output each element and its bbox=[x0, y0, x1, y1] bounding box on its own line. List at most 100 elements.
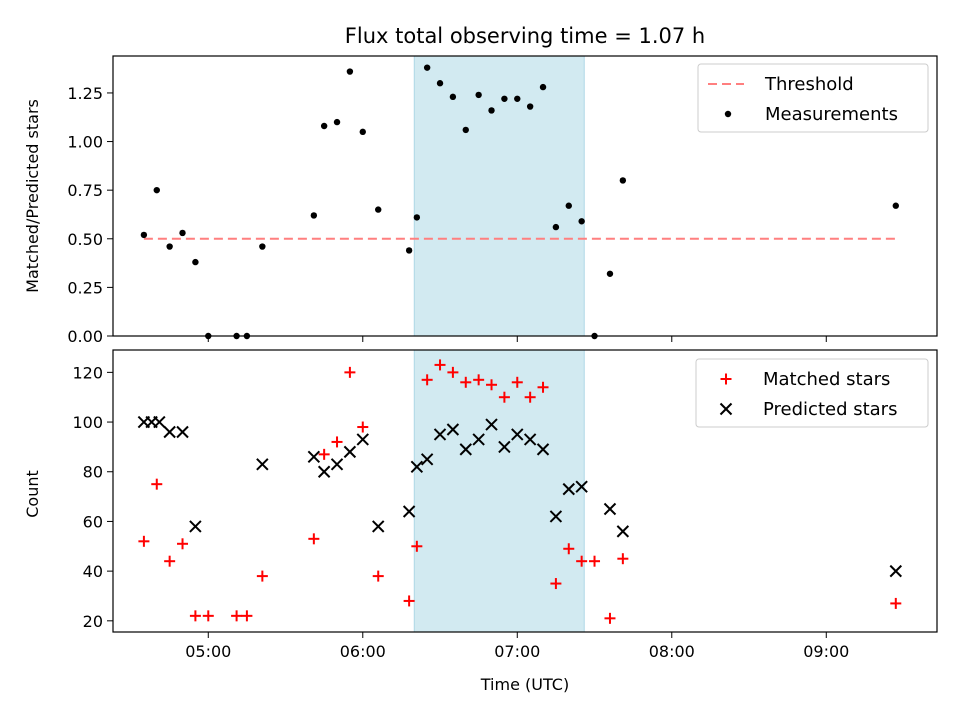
legend-matched-label: Matched stars bbox=[763, 369, 890, 390]
predicted-star-point bbox=[616, 525, 630, 538]
predicted-star-point bbox=[549, 510, 563, 523]
matched-star-point bbox=[372, 570, 384, 582]
predicted-star-point-b bbox=[433, 428, 447, 441]
x-axis-label: Time (UTC) bbox=[480, 675, 569, 694]
predicted-star-point-b bbox=[485, 418, 498, 431]
measurement-point bbox=[423, 64, 431, 71]
measurement-point bbox=[192, 258, 199, 266]
legend-predicted-swatch-b bbox=[719, 402, 733, 416]
matched-star-point bbox=[231, 610, 243, 622]
predicted-star-point bbox=[575, 480, 588, 493]
predicted-star-point bbox=[536, 443, 550, 456]
predicted-star-point bbox=[498, 440, 511, 454]
bottom-frame bbox=[112, 349, 938, 633]
predicted-star-point bbox=[153, 415, 166, 429]
measurement-point bbox=[140, 231, 148, 239]
matched-star-point bbox=[460, 376, 472, 388]
matched-star-point bbox=[447, 366, 459, 378]
bottom-y-tick-label: 20 bbox=[83, 612, 103, 631]
predicted-star-point bbox=[372, 520, 385, 533]
matched-star-point bbox=[331, 436, 343, 448]
measurement-point bbox=[375, 206, 382, 213]
predicted-star-point bbox=[317, 465, 331, 478]
predicted-star-point-b bbox=[511, 428, 524, 441]
matched-star-point bbox=[202, 610, 214, 622]
predicted-star-point-b bbox=[176, 425, 189, 439]
matched-star-point bbox=[576, 555, 588, 567]
predicted-star-point bbox=[402, 505, 416, 518]
bottom-y-tick-label: 80 bbox=[83, 463, 103, 482]
bottom-y-tick-label: 120 bbox=[72, 363, 103, 382]
predicted-star-point-b bbox=[472, 433, 485, 446]
predicted-star-point bbox=[523, 433, 537, 446]
measurement-point bbox=[488, 107, 495, 114]
bottom-observing-window bbox=[413, 349, 585, 633]
measurement-point bbox=[565, 202, 572, 209]
matched-star-point bbox=[524, 391, 536, 403]
measurement-point bbox=[449, 93, 457, 101]
matched-star-point bbox=[498, 391, 510, 403]
matched-star-point bbox=[589, 555, 601, 567]
bottom-x-tick-label: 09:00 bbox=[803, 642, 849, 661]
predicted-star-point-b bbox=[256, 458, 269, 471]
matched-star-point bbox=[563, 543, 575, 555]
predicted-star-point bbox=[446, 423, 460, 436]
predicted-star-point bbox=[176, 425, 189, 439]
predicted-star-point-b bbox=[459, 443, 472, 456]
bottom-x-tick-label: 07:00 bbox=[494, 642, 540, 661]
matched-star-point bbox=[550, 578, 562, 590]
matched-star-point bbox=[604, 612, 616, 624]
top-legend: Threshold Measurements bbox=[697, 63, 929, 133]
predicted-star-point-b bbox=[189, 520, 202, 533]
measurement-point bbox=[606, 270, 614, 277]
matched-star-point bbox=[434, 359, 446, 371]
measurement-point bbox=[153, 186, 160, 194]
matched-star-point bbox=[617, 553, 629, 565]
predicted-star-point-b bbox=[330, 458, 344, 471]
predicted-star-point-b bbox=[420, 453, 434, 466]
matched-star-point bbox=[537, 381, 549, 393]
predicted-star-point bbox=[189, 520, 202, 533]
predicted-star-point bbox=[459, 443, 472, 456]
measurement-point bbox=[405, 247, 413, 254]
predicted-star-point bbox=[420, 453, 434, 466]
predicted-star-point bbox=[356, 433, 369, 446]
top-y-tick-label: 0.75 bbox=[67, 181, 103, 200]
matched-star-point bbox=[189, 610, 201, 622]
bottom-y-tick-label: 40 bbox=[83, 562, 103, 581]
predicted-star-point-b bbox=[356, 433, 369, 446]
measurement-point bbox=[619, 177, 627, 184]
measurement-point bbox=[501, 95, 508, 102]
matched-star-point bbox=[177, 538, 189, 550]
matched-star-point bbox=[486, 379, 498, 391]
predicted-star-point bbox=[410, 460, 424, 473]
measurement-point bbox=[166, 243, 173, 250]
predicted-star-point bbox=[562, 482, 575, 496]
matched-star-point bbox=[241, 610, 253, 622]
matched-star-point bbox=[357, 421, 369, 433]
matched-star-point bbox=[421, 374, 433, 386]
bottom-y-axis-label: Count bbox=[23, 470, 42, 518]
measurement-point bbox=[578, 218, 585, 225]
top-frame bbox=[112, 55, 938, 337]
legend-box bbox=[697, 63, 929, 133]
predicted-star-point-b bbox=[343, 445, 357, 459]
predicted-star-point-b bbox=[163, 425, 176, 439]
legend-measurements-label: Measurements bbox=[765, 104, 898, 125]
bottom-y-tick-label: 60 bbox=[83, 512, 103, 531]
measurement-point bbox=[346, 68, 354, 75]
measurement-point bbox=[436, 80, 444, 87]
measurement-point bbox=[259, 243, 266, 250]
matched-star-point bbox=[256, 570, 268, 582]
predicted-star-point-b bbox=[575, 480, 588, 493]
predicted-star-point bbox=[511, 428, 524, 441]
measurement-point bbox=[320, 122, 328, 130]
matched-star-point bbox=[403, 595, 415, 607]
measurement-point bbox=[179, 229, 186, 237]
measurement-point bbox=[552, 223, 560, 231]
measurement-point bbox=[514, 95, 521, 102]
measurement-point bbox=[539, 83, 547, 91]
top-y-tick-label: 1.00 bbox=[67, 133, 103, 152]
chart-title: Flux total observing time = 1.07 h bbox=[345, 24, 705, 48]
legend-threshold-label: Threshold bbox=[764, 74, 854, 95]
